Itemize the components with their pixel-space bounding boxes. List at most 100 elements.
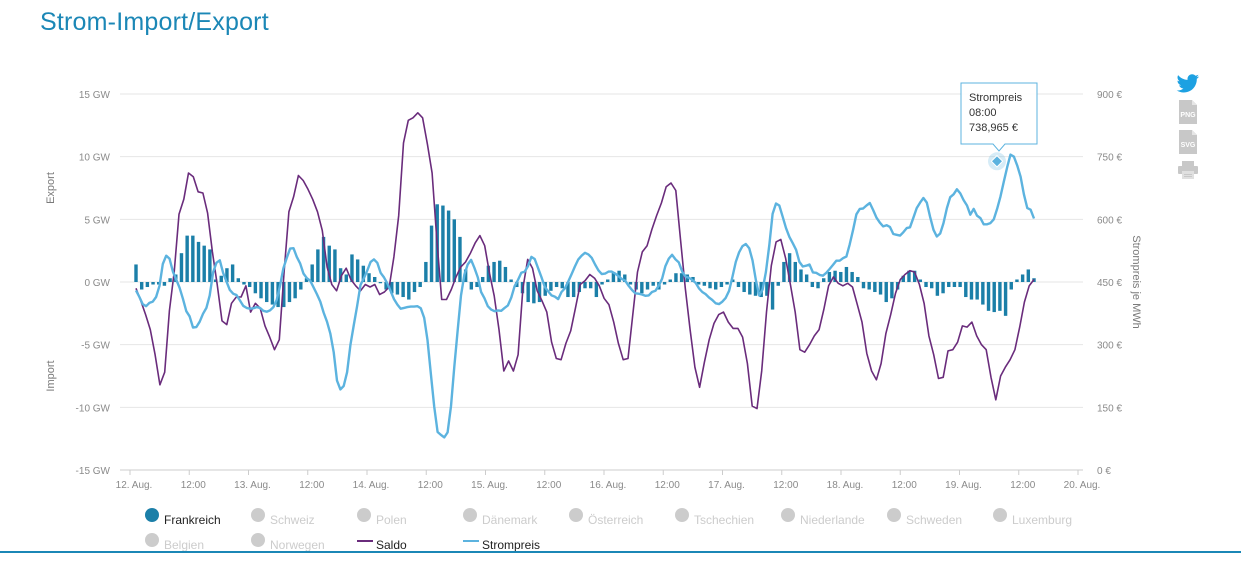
frankreich-column: [191, 235, 195, 282]
frankreich-column: [822, 278, 826, 282]
svg-download-icon[interactable]: SVG: [1176, 130, 1200, 154]
legend-item-belgien[interactable]: Belgien: [145, 533, 204, 552]
legend-item-norwegen[interactable]: Norwegen: [251, 533, 325, 552]
frankreich-column: [770, 282, 775, 310]
frankreich-column: [259, 282, 263, 299]
bottom-rule: [0, 551, 1241, 553]
frankreich-column: [247, 282, 252, 288]
frankreich-column: [1009, 282, 1013, 290]
legend-label: Luxemburg: [1012, 513, 1072, 527]
legend-label: Dänemark: [482, 513, 538, 527]
export-toolbar: PNG SVG: [1176, 74, 1200, 186]
frankreich-column: [526, 282, 530, 303]
x-tick-label: 18. Aug.: [827, 480, 864, 491]
line-series: [134, 112, 1036, 439]
frankreich-columns: [134, 204, 1036, 316]
frankreich-column: [986, 282, 991, 311]
frankreich-column: [935, 282, 940, 296]
legend-item-saldo[interactable]: Saldo: [357, 538, 407, 552]
legend-item-schweiz[interactable]: Schweiz: [251, 508, 315, 527]
frankreich-column: [668, 279, 672, 282]
frankreich-column: [611, 271, 616, 282]
frankreich-column: [469, 282, 474, 290]
frankreich-column: [588, 282, 593, 289]
frankreich-column: [827, 271, 832, 282]
legend-label: Strompreis: [482, 538, 540, 552]
frankreich-column: [537, 282, 542, 303]
y-right-tick-label: 300 €: [1097, 341, 1122, 352]
frankreich-column: [981, 282, 985, 305]
frankreich-column: [480, 276, 485, 282]
printer-icon[interactable]: [1176, 160, 1200, 180]
frankreich-column: [475, 282, 479, 288]
y-left-tick-label: 5 GW: [84, 215, 110, 226]
legend-item-tschechien[interactable]: Tschechien: [675, 508, 754, 527]
y-right-tick-label: 600 €: [1097, 215, 1122, 226]
frankreich-column: [804, 274, 809, 282]
y-axis-title-import: Import: [45, 360, 57, 391]
png-download-icon[interactable]: PNG: [1176, 100, 1200, 124]
frankreich-column: [731, 279, 735, 282]
legend-item-schweden[interactable]: Schweden: [887, 508, 962, 527]
frankreich-column: [265, 282, 269, 303]
frankreich-column: [787, 253, 792, 282]
legend-item-österreich[interactable]: Österreich: [569, 508, 643, 527]
frankreich-column: [293, 282, 297, 299]
twitter-icon[interactable]: [1176, 74, 1200, 94]
frankreich-column: [344, 274, 348, 282]
x-tick-label: 12. Aug.: [116, 480, 153, 491]
legend-item-luxemburg[interactable]: Luxemburg: [993, 508, 1072, 527]
frankreich-column: [412, 282, 417, 293]
frankreich-column: [225, 268, 229, 282]
legend-symbol: [357, 508, 371, 522]
legend-symbol: [251, 508, 265, 522]
x-tick-label: 12:00: [655, 480, 680, 491]
frankreich-column: [912, 270, 917, 282]
frankreich-column: [645, 282, 650, 290]
frankreich-column: [458, 236, 462, 282]
legend-symbol: [675, 508, 689, 522]
frankreich-column: [486, 265, 491, 282]
frankreich-column: [333, 249, 337, 282]
frankreich-column: [185, 235, 189, 282]
x-tick-label: 16. Aug.: [590, 480, 627, 491]
tooltip-line: 738,965 €: [969, 122, 1018, 134]
tooltip-line: 08:00: [969, 107, 997, 119]
legend-item-niederlande[interactable]: Niederlande: [781, 508, 865, 527]
tooltip: Strompreis 08:00 738,965 €: [960, 82, 1038, 171]
legend-symbol: [569, 508, 583, 522]
legend-label: Tschechien: [694, 513, 754, 527]
frankreich-column: [873, 282, 877, 293]
frankreich-column: [549, 282, 553, 291]
x-tick-label: 17. Aug.: [708, 480, 745, 491]
frankreich-column: [213, 279, 218, 282]
frankreich-column: [151, 282, 155, 285]
frankreich-column: [196, 241, 201, 282]
x-tick-label: 19. Aug.: [945, 480, 982, 491]
frankreich-column: [219, 275, 223, 282]
legend-label: Niederlande: [800, 513, 865, 527]
legend-item-frankreich[interactable]: Frankreich: [145, 508, 221, 527]
frankreich-column: [503, 266, 508, 282]
frankreich-column: [168, 278, 172, 282]
x-tick-label: 12:00: [299, 480, 324, 491]
frankreich-column: [782, 261, 786, 282]
frankreich-column: [230, 264, 235, 282]
x-tick-label: 13. Aug.: [234, 480, 271, 491]
frankreich-column: [998, 282, 1002, 311]
frankreich-column: [401, 282, 405, 298]
legend-item-strompreis[interactable]: Strompreis: [463, 538, 540, 552]
frankreich-column: [679, 273, 684, 282]
frankreich-column: [560, 282, 564, 289]
page-title: Strom-Import/Export: [40, 8, 269, 36]
x-tick-label: 12:00: [773, 480, 798, 491]
legend-symbol: [781, 508, 795, 522]
legend-item-polen[interactable]: Polen: [357, 508, 407, 527]
frankreich-column: [350, 254, 354, 282]
frankreich-column: [304, 278, 309, 282]
legend-item-dänemark[interactable]: Dänemark: [463, 508, 538, 527]
tooltip-box: [960, 82, 1038, 152]
frankreich-column: [861, 282, 866, 289]
frankreich-column: [310, 264, 314, 282]
